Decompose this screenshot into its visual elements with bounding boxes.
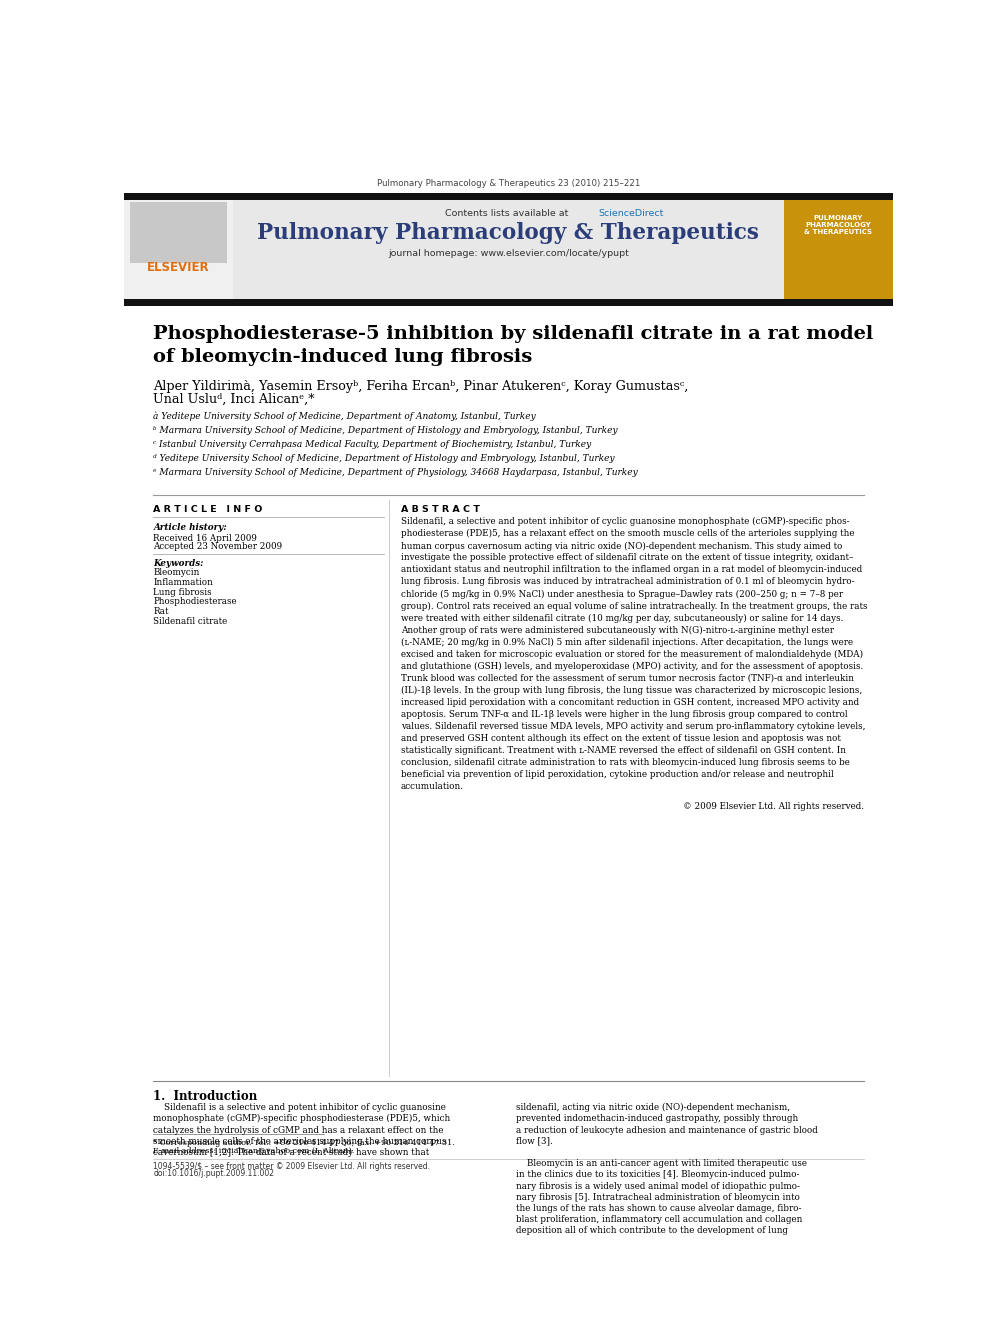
Text: deposition all of which contribute to the development of lung: deposition all of which contribute to th… bbox=[516, 1226, 788, 1236]
Text: flow [3].: flow [3]. bbox=[516, 1136, 553, 1146]
Text: phodiesterase (PDE)5, has a relaxant effect on the smooth muscle cells of the ar: phodiesterase (PDE)5, has a relaxant eff… bbox=[401, 529, 854, 538]
Text: Sildenafil is a selective and potent inhibitor of cyclic guanosine: Sildenafil is a selective and potent inh… bbox=[153, 1103, 446, 1113]
Text: values. Sildenafil reversed tissue MDA levels, MPO activity and serum pro-inflam: values. Sildenafil reversed tissue MDA l… bbox=[401, 722, 865, 730]
Text: ScienceDirect: ScienceDirect bbox=[598, 209, 664, 218]
Text: doi:10.1016/j.pupt.2009.11.002: doi:10.1016/j.pupt.2009.11.002 bbox=[153, 1170, 274, 1179]
Text: nary fibrosis is a widely used animal model of idiopathic pulmo-: nary fibrosis is a widely used animal mo… bbox=[516, 1181, 801, 1191]
Text: Bleomycin: Bleomycin bbox=[153, 569, 199, 577]
Text: 1.  Introduction: 1. Introduction bbox=[153, 1090, 258, 1103]
Text: sildenafil, acting via nitric oxide (NO)-dependent mechanism,: sildenafil, acting via nitric oxide (NO)… bbox=[516, 1103, 791, 1113]
Text: © 2009 Elsevier Ltd. All rights reserved.: © 2009 Elsevier Ltd. All rights reserved… bbox=[682, 802, 864, 811]
Text: ᶜ Istanbul University Cerrahpasa Medical Faculty, Department of Biochemistry, Is: ᶜ Istanbul University Cerrahpasa Medical… bbox=[153, 441, 591, 448]
Bar bbox=[784, 200, 893, 299]
Text: in the clinics due to its toxicities [4]. Bleomycin-induced pulmo-: in the clinics due to its toxicities [4]… bbox=[516, 1171, 800, 1179]
Text: lung fibrosis. Lung fibrosis was induced by intratracheal administration of 0.1 : lung fibrosis. Lung fibrosis was induced… bbox=[401, 577, 854, 586]
Text: Keywords:: Keywords: bbox=[153, 560, 203, 568]
Text: ᵇ Marmara University School of Medicine, Department of Histology and Embryology,: ᵇ Marmara University School of Medicine,… bbox=[153, 426, 618, 435]
Text: ᵉ Marmara University School of Medicine, Department of Physiology, 34668 Haydarp: ᵉ Marmara University School of Medicine,… bbox=[153, 468, 638, 478]
Bar bbox=[233, 200, 784, 299]
Text: Rat: Rat bbox=[153, 607, 169, 617]
Text: Pulmonary Pharmacology & Therapeutics: Pulmonary Pharmacology & Therapeutics bbox=[258, 222, 759, 243]
Text: Another group of rats were administered subcutaneously with N(G)-nitro-ʟ-arginin: Another group of rats were administered … bbox=[401, 626, 833, 635]
Text: A R T I C L E   I N F O: A R T I C L E I N F O bbox=[153, 505, 263, 515]
Text: Trunk blood was collected for the assessment of serum tumor necrosis factor (TNF: Trunk blood was collected for the assess… bbox=[401, 673, 854, 683]
Text: and glutathione (GSH) levels, and myeloperoxidase (MPO) activity, and for the as: and glutathione (GSH) levels, and myelop… bbox=[401, 662, 863, 671]
Text: conclusion, sildenafil citrate administration to rats with bleomycin-induced lun: conclusion, sildenafil citrate administr… bbox=[401, 758, 849, 767]
Text: Phosphodiesterase: Phosphodiesterase bbox=[153, 597, 237, 606]
Text: Bleomycin is an anti-cancer agent with limited therapeutic use: Bleomycin is an anti-cancer agent with l… bbox=[516, 1159, 807, 1168]
Text: prevented indomethacin-induced gastropathy, possibly through: prevented indomethacin-induced gastropat… bbox=[516, 1114, 799, 1123]
Text: group). Control rats received an equal volume of saline intratracheally. In the : group). Control rats received an equal v… bbox=[401, 602, 867, 611]
Text: ELSEVIER: ELSEVIER bbox=[147, 261, 210, 274]
Text: Contents lists available at: Contents lists available at bbox=[445, 209, 571, 218]
Text: accumulation.: accumulation. bbox=[401, 782, 464, 791]
Text: * Corresponding author. Tel.: +90 216 414 47 36; fax: +90 216 414 47 31.: * Corresponding author. Tel.: +90 216 41… bbox=[153, 1139, 455, 1147]
Text: Article history:: Article history: bbox=[153, 524, 227, 532]
Bar bbox=[124, 299, 893, 307]
Text: A B S T R A C T: A B S T R A C T bbox=[401, 505, 480, 515]
Text: Sildenafil citrate: Sildenafil citrate bbox=[153, 617, 227, 626]
Text: beneficial via prevention of lipid peroxidation, cytokine production and/or rele: beneficial via prevention of lipid perox… bbox=[401, 770, 833, 779]
Text: Alper Yildirimà, Yasemin Ersoyᵇ, Feriha Ercanᵇ, Pinar Atukerenᶜ, Koray Gumustasᶜ: Alper Yildirimà, Yasemin Ersoyᵇ, Feriha … bbox=[153, 380, 688, 393]
Text: monophosphate (cGMP)-specific phosphodiesterase (PDE)5, which: monophosphate (cGMP)-specific phosphodie… bbox=[153, 1114, 450, 1123]
Text: Sildenafil, a selective and potent inhibitor of cyclic guanosine monophosphate (: Sildenafil, a selective and potent inhib… bbox=[401, 517, 849, 527]
Text: Pulmonary Pharmacology & Therapeutics 23 (2010) 215–221: Pulmonary Pharmacology & Therapeutics 23… bbox=[377, 179, 640, 188]
Text: PULMONARY
PHARMACOLOGY
& THERAPEUTICS: PULMONARY PHARMACOLOGY & THERAPEUTICS bbox=[805, 214, 872, 234]
Text: the lungs of the rats has shown to cause alveolar damage, fibro-: the lungs of the rats has shown to cause… bbox=[516, 1204, 802, 1213]
Text: (IL)-1β levels. In the group with lung fibrosis, the lung tissue was characteriz: (IL)-1β levels. In the group with lung f… bbox=[401, 685, 862, 695]
Text: chloride (5 mg/kg in 0.9% NaCl) under anesthesia to Sprague–Dawley rats (200–250: chloride (5 mg/kg in 0.9% NaCl) under an… bbox=[401, 590, 843, 598]
Text: Received 16 April 2009: Received 16 April 2009 bbox=[153, 533, 257, 542]
Text: cavernosum [1,2]. The data of a recent study have shown that: cavernosum [1,2]. The data of a recent s… bbox=[153, 1148, 430, 1156]
Text: Unal Usluᵈ, Inci Alicanᵉ,*: Unal Usluᵈ, Inci Alicanᵉ,* bbox=[153, 393, 314, 406]
Text: a reduction of leukocyte adhesion and maintenance of gastric blood: a reduction of leukocyte adhesion and ma… bbox=[516, 1126, 817, 1135]
Text: 1094-5539/$ – see front matter © 2009 Elsevier Ltd. All rights reserved.: 1094-5539/$ – see front matter © 2009 El… bbox=[153, 1162, 431, 1171]
Text: were treated with either sildenafil citrate (10 mg/kg per day, subcutaneously) o: were treated with either sildenafil citr… bbox=[401, 614, 843, 623]
Text: Phosphodiesterase-5 inhibition by sildenafil citrate in a rat model
of bleomycin: Phosphodiesterase-5 inhibition by silden… bbox=[153, 325, 874, 365]
Text: nary fibrosis [5]. Intratracheal administration of bleomycin into: nary fibrosis [5]. Intratracheal adminis… bbox=[516, 1193, 800, 1201]
Text: and preserved GSH content although its effect on the extent of tissue lesion and: and preserved GSH content although its e… bbox=[401, 734, 840, 742]
Text: investigate the possible protective effect of sildenafil citrate on the extent o: investigate the possible protective effe… bbox=[401, 553, 853, 562]
Text: excised and taken for microscopic evaluation or stored for the measurement of ma: excised and taken for microscopic evalua… bbox=[401, 650, 863, 659]
Text: ᵈ Yeditepe University School of Medicine, Department of Histology and Embryology: ᵈ Yeditepe University School of Medicine… bbox=[153, 454, 615, 463]
Text: blast proliferation, inflammatory cell accumulation and collagen: blast proliferation, inflammatory cell a… bbox=[516, 1215, 803, 1224]
Text: à Yeditepe University School of Medicine, Department of Anatomy, Istanbul, Turke: à Yeditepe University School of Medicine… bbox=[153, 411, 536, 421]
Text: apoptosis. Serum TNF-α and IL-1β levels were higher in the lung fibrosis group c: apoptosis. Serum TNF-α and IL-1β levels … bbox=[401, 709, 847, 718]
Text: E-mail address: incialican@yahoo.com (I. Alican).: E-mail address: incialican@yahoo.com (I.… bbox=[153, 1147, 354, 1155]
Bar bbox=[130, 201, 227, 263]
Text: statistically significant. Treatment with ʟ-NAME reversed the effect of sildenaf: statistically significant. Treatment wit… bbox=[401, 746, 846, 754]
Text: increased lipid peroxidation with a concomitant reduction in GSH content, increa: increased lipid peroxidation with a conc… bbox=[401, 697, 859, 706]
Text: catalyzes the hydrolysis of cGMP and has a relaxant effect on the: catalyzes the hydrolysis of cGMP and has… bbox=[153, 1126, 443, 1135]
Text: Lung fibrosis: Lung fibrosis bbox=[153, 587, 212, 597]
Bar bbox=[124, 200, 233, 299]
Text: antioxidant status and neutrophil infiltration to the inflamed organ in a rat mo: antioxidant status and neutrophil infilt… bbox=[401, 565, 862, 574]
Bar bbox=[124, 193, 893, 200]
Text: (ʟ-NAME; 20 mg/kg in 0.9% NaCl) 5 min after sildenafil injections. After decapit: (ʟ-NAME; 20 mg/kg in 0.9% NaCl) 5 min af… bbox=[401, 638, 853, 647]
Text: journal homepage: www.elsevier.com/locate/ypupt: journal homepage: www.elsevier.com/locat… bbox=[388, 250, 629, 258]
Text: smooth muscle cells of the arterioles supplying the human corpus: smooth muscle cells of the arterioles su… bbox=[153, 1136, 446, 1146]
Text: Inflammation: Inflammation bbox=[153, 578, 213, 587]
Text: human corpus cavernosum acting via nitric oxide (NO)-dependent mechanism. This s: human corpus cavernosum acting via nitri… bbox=[401, 541, 842, 550]
Text: Accepted 23 November 2009: Accepted 23 November 2009 bbox=[153, 542, 283, 550]
